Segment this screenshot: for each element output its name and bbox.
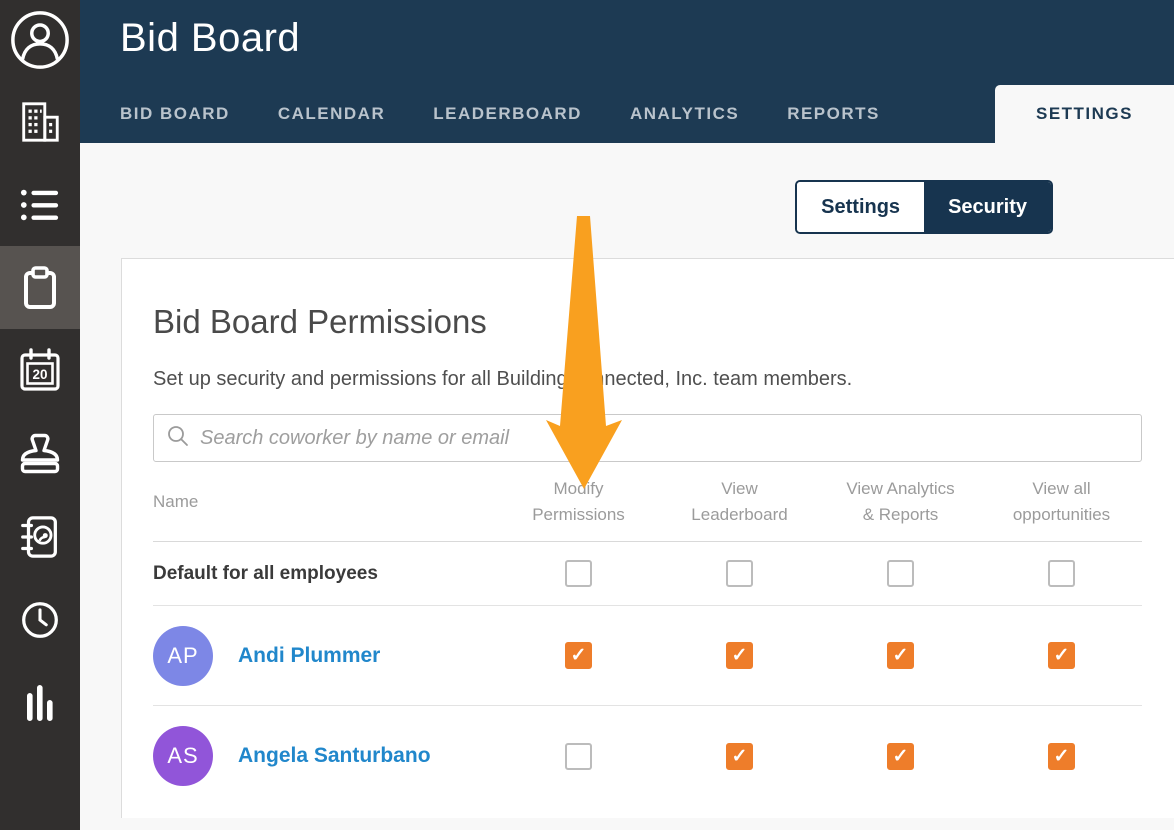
settings-security-toggle: Settings Security [795, 180, 1053, 234]
table-header-row: Name Modify Permissions View Leaderboard… [153, 476, 1142, 542]
nav-tab-bid-board[interactable]: BID BOARD [120, 104, 230, 123]
nav-tab-calendar[interactable]: CALENDAR [277, 104, 386, 123]
sidebar-item-account[interactable] [0, 0, 80, 80]
nav-tab-settings[interactable]: SETTINGS [994, 85, 1174, 143]
user-name-link[interactable]: Andi Plummer [238, 643, 381, 667]
sidebar-item-analytics[interactable] [0, 661, 80, 744]
table-row-user: AS Angela Santurbano ✓ ✓ ✓ [153, 706, 1142, 806]
page-title: Bid Board [120, 16, 301, 60]
checkbox-user1-modify-permissions[interactable]: ✓ [565, 642, 592, 669]
row-label: Default for all employees [153, 562, 378, 584]
nav-tab-leaderboard[interactable]: LEADERBOARD [433, 104, 582, 123]
clipboard-icon [16, 264, 64, 312]
clock-icon [17, 597, 63, 643]
toggle-security-button[interactable]: Security [924, 182, 1051, 232]
avatar: AS [153, 726, 213, 786]
permissions-table: Name Modify Permissions View Leaderboard… [153, 476, 1142, 806]
search-input[interactable] [200, 426, 1129, 450]
main-nav: BID BOARD CALENDAR LEADERBOARD ANALYTICS… [120, 85, 1174, 143]
buildings-icon [17, 99, 63, 145]
sidebar-item-list[interactable] [0, 163, 80, 246]
user-name-link[interactable]: Angela Santurbano [238, 744, 431, 767]
checkbox-user1-view-leaderboard[interactable]: ✓ [726, 642, 753, 669]
checkbox-user1-view-analytics[interactable]: ✓ [887, 642, 914, 669]
permissions-card: Bid Board Permissions Set up security an… [121, 258, 1174, 818]
contacts-icon [17, 513, 63, 561]
checkbox-user1-view-all[interactable]: ✓ [1048, 642, 1075, 669]
permissions-title: Bid Board Permissions [153, 303, 487, 340]
sidebar-item-contacts[interactable] [0, 495, 80, 578]
nav-tab-analytics[interactable]: ANALYTICS [629, 104, 740, 123]
search-box [153, 414, 1142, 462]
column-header-view-leaderboard: View Leaderboard [691, 479, 788, 524]
permissions-description: Set up security and permissions for all … [153, 368, 853, 390]
bar-chart-icon [20, 680, 60, 726]
checkbox-user2-modify-permissions[interactable] [565, 742, 592, 770]
search-icon [166, 424, 190, 453]
sidebar-item-companies[interactable] [0, 80, 80, 163]
checkbox-default-view-analytics[interactable] [887, 560, 914, 587]
table-row-user: AP Andi Plummer ✓ ✓ ✓ ✓ [153, 606, 1142, 706]
checkbox-user2-view-analytics[interactable]: ✓ [887, 742, 914, 770]
sidebar-item-calendar[interactable]: 20 [0, 329, 80, 412]
nav-tab-reports[interactable]: REPORTS [787, 104, 880, 123]
stamp-icon [16, 430, 64, 478]
column-header-modify-permissions: Modify Permissions [532, 479, 625, 524]
checkbox-default-view-all[interactable] [1048, 560, 1075, 587]
content-area: Settings Security Bid Board Permissions … [80, 143, 1174, 830]
column-header-view-all-opportunities: View all opportunities [1012, 479, 1111, 524]
app-header: Bid Board BID BOARD CALENDAR LEADERBOARD… [80, 0, 1174, 143]
calendar-day-label: 20 [32, 367, 47, 382]
checkbox-default-view-leaderboard[interactable] [726, 560, 753, 587]
calendar-icon: 20 [16, 347, 64, 395]
sidebar-item-history[interactable] [0, 578, 80, 661]
checkbox-default-modify-permissions[interactable] [565, 560, 592, 587]
sidebar: 20 [0, 0, 80, 830]
avatar: AP [153, 625, 213, 686]
sidebar-item-stamp[interactable] [0, 412, 80, 495]
user-logo-icon [9, 9, 71, 71]
toggle-settings-button[interactable]: Settings [797, 182, 925, 232]
sidebar-item-bidboard[interactable] [0, 246, 80, 329]
checkbox-user2-view-all[interactable]: ✓ [1048, 742, 1075, 770]
list-icon [17, 185, 63, 225]
table-row-default: Default for all employees [153, 542, 1142, 606]
column-header-name: Name [153, 491, 199, 511]
checkbox-user2-view-leaderboard[interactable]: ✓ [726, 742, 753, 770]
column-header-view-analytics-reports: View Analytics & Reports [846, 479, 955, 524]
